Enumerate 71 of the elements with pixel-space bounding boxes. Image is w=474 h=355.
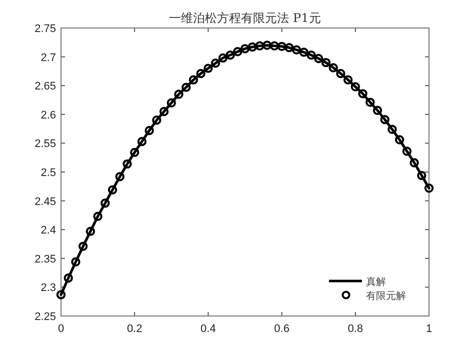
point [210, 58, 220, 68]
point [336, 68, 346, 78]
point [248, 42, 257, 52]
point [270, 41, 280, 50]
point [182, 82, 191, 92]
point [262, 40, 272, 50]
point [152, 116, 162, 125]
point [56, 290, 66, 300]
y-tick-label: 2.4 [40, 224, 56, 237]
x-tick-label: 0.8 [348, 323, 364, 335]
point [358, 89, 368, 98]
point [115, 172, 124, 182]
point [292, 45, 302, 54]
point [86, 226, 96, 236]
point [424, 184, 434, 193]
point [130, 148, 140, 158]
point [372, 106, 382, 115]
point [196, 68, 206, 78]
point [71, 257, 80, 266]
y-tick-label: 2.45 [34, 196, 56, 208]
x-tick-label: 0 [58, 323, 64, 335]
point [410, 158, 419, 168]
point [299, 48, 308, 57]
point [350, 82, 360, 92]
point [366, 98, 375, 107]
y-tick-label: 2.3 [40, 282, 56, 294]
x-tick-label: 0.6 [274, 323, 290, 335]
y-tick-label: 2.55 [34, 138, 56, 150]
y-tick-label: 2.6 [40, 109, 56, 122]
point [343, 75, 353, 84]
point [100, 198, 110, 208]
point [314, 54, 324, 64]
point [122, 159, 132, 169]
legend-label: 有限元解 [366, 290, 406, 302]
point [64, 273, 73, 283]
point [321, 58, 331, 68]
y-tick-label: 2.7 [40, 52, 56, 64]
point [218, 53, 228, 63]
point [380, 114, 390, 124]
point [328, 63, 338, 72]
point [144, 126, 154, 136]
point [277, 42, 286, 52]
point [108, 185, 118, 194]
point [174, 90, 184, 99]
x-tick-label: 0.4 [200, 323, 216, 335]
point [394, 135, 404, 144]
point [233, 47, 242, 56]
point [240, 44, 250, 54]
legend-label: 真解 [366, 276, 386, 288]
y-tick-label: 2.35 [34, 253, 56, 266]
point [284, 42, 294, 52]
point [204, 64, 213, 73]
point [255, 41, 264, 50]
point [388, 124, 397, 134]
y-tick-label: 2.5 [40, 167, 56, 179]
point [166, 98, 176, 108]
x-tick-label: 1 [426, 323, 432, 335]
point [417, 170, 426, 180]
point [78, 242, 88, 251]
point [159, 106, 169, 116]
y-tick-label: 2.75 [34, 23, 56, 35]
chart-title: 一维泊松方程有限元法 P1元 [169, 11, 321, 25]
x-tick-label: 0.2 [126, 323, 142, 335]
point [402, 146, 412, 156]
point [137, 136, 147, 146]
y-tick-label: 2.25 [34, 311, 56, 323]
y-tick-label: 2.65 [34, 80, 56, 93]
point [306, 50, 316, 60]
point [93, 212, 102, 221]
point [188, 75, 198, 84]
point [226, 50, 235, 60]
